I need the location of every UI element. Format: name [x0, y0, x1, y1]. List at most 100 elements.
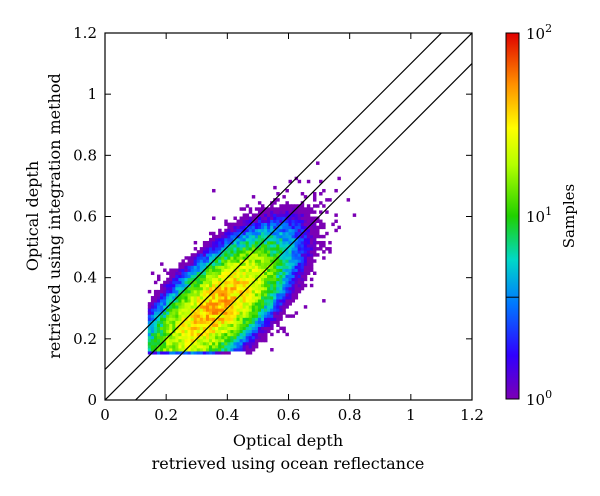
density-cell [303, 234, 308, 239]
density-cell [169, 292, 173, 297]
density-cell [270, 219, 274, 224]
density-cell [208, 305, 213, 309]
density-cell [221, 314, 225, 318]
density-cell [294, 210, 299, 214]
y-tick-label: 0.2 [73, 330, 97, 348]
density-cell [264, 314, 268, 318]
density-cell [208, 296, 213, 300]
density-cell [294, 228, 299, 233]
density-cell [260, 256, 265, 260]
density-cell [172, 317, 176, 321]
density-cell [245, 219, 250, 224]
density-cell [190, 332, 195, 337]
density-cell [169, 280, 173, 285]
density-cell [233, 338, 237, 343]
density-cell [208, 320, 213, 324]
density-cell [273, 207, 277, 211]
density-cell [178, 341, 182, 346]
density-cell [178, 274, 182, 279]
density-cell [166, 271, 170, 276]
density-cell [260, 329, 265, 334]
density-cell [224, 348, 228, 352]
density-cell [205, 329, 210, 334]
density-cell [236, 280, 240, 285]
density-cell [248, 341, 253, 346]
density-cell [233, 259, 237, 263]
density-cell [242, 341, 247, 346]
density-cell [291, 234, 296, 239]
density-cell [156, 351, 161, 355]
density-cell [260, 302, 265, 306]
density-cell [300, 225, 305, 230]
density-cell [233, 228, 237, 233]
density-cell [303, 195, 308, 199]
density-cell [260, 289, 265, 294]
density-cell [254, 299, 259, 303]
density-cell [242, 222, 247, 227]
density-cell [175, 332, 179, 337]
density-cell [248, 351, 253, 355]
density-cell [245, 268, 250, 272]
density-cell [215, 237, 219, 242]
density-cell [221, 237, 225, 242]
density-cell [199, 262, 204, 266]
density-cell [227, 262, 231, 266]
density-cell [205, 262, 210, 266]
density-cell [267, 302, 271, 306]
density-cell [294, 265, 299, 269]
density-cell [282, 213, 286, 217]
density-cell [236, 271, 240, 276]
density-cell [193, 256, 198, 260]
density-cell [169, 305, 173, 309]
density-cell [221, 320, 225, 324]
density-cell [230, 320, 234, 324]
density-cell [181, 344, 185, 349]
density-cell [160, 344, 164, 349]
density-cell [279, 314, 283, 318]
density-cell [254, 256, 259, 260]
density-cell [212, 335, 216, 340]
density-cell [190, 338, 195, 343]
density-cell [196, 348, 201, 352]
density-cell [193, 314, 198, 318]
density-cell [221, 335, 225, 340]
density-cell [322, 222, 326, 227]
density-cell [212, 329, 216, 334]
density-cell [257, 286, 262, 291]
density-cell [163, 296, 167, 300]
density-cell [239, 253, 244, 257]
density-cell [221, 308, 225, 312]
reference-line [134, 63, 472, 400]
density-cell [257, 320, 262, 324]
density-cell [227, 344, 231, 349]
density-cell [245, 259, 250, 263]
density-cell [276, 253, 280, 257]
density-cell [245, 314, 250, 318]
density-cell [264, 305, 268, 309]
density-cell [199, 320, 204, 324]
density-cell [230, 314, 234, 318]
density-cell [202, 244, 207, 248]
density-cell [218, 320, 222, 324]
density-cell [242, 326, 247, 331]
density-cell [215, 320, 219, 324]
density-cell [147, 329, 152, 334]
density-cell [156, 274, 161, 279]
density-cell [205, 250, 210, 254]
density-cell [236, 323, 240, 327]
density-cell [270, 277, 274, 282]
density-cell [215, 302, 219, 306]
density-cell [264, 262, 268, 266]
density-cell [276, 234, 280, 239]
density-cell [153, 323, 158, 327]
density-cell [248, 320, 253, 324]
density-cell [202, 289, 207, 294]
density-cell [160, 332, 164, 337]
density-cell [276, 320, 280, 324]
density-cell [230, 299, 234, 303]
density-cell [291, 286, 296, 291]
density-cell [187, 280, 192, 285]
density-cell [190, 262, 195, 266]
density-cell [276, 240, 280, 245]
density-cell [276, 280, 280, 285]
